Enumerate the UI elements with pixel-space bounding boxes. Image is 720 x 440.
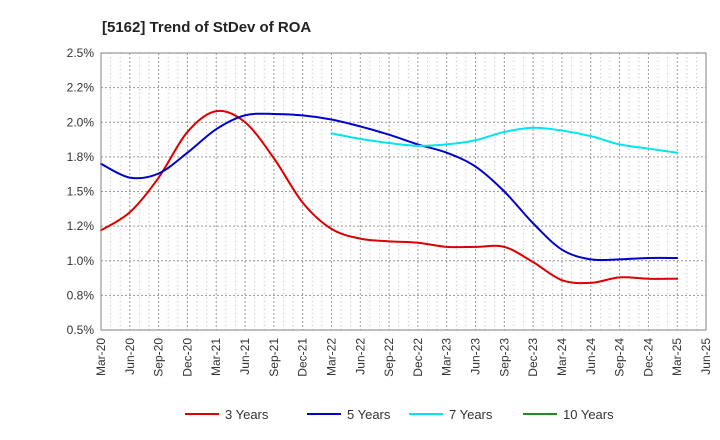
x-tick-label: Mar-25 <box>670 338 684 376</box>
x-tick-label: Dec-21 <box>296 338 310 377</box>
x-tick-label: Dec-22 <box>411 338 425 377</box>
x-tick-label: Jun-25 <box>699 338 713 375</box>
x-tick-label: Dec-23 <box>526 338 540 377</box>
x-tick-label: Jun-21 <box>238 338 252 375</box>
legend-label-10-years: 10 Years <box>563 407 614 422</box>
plot-frame <box>100 52 707 331</box>
y-tick-label: 1.2% <box>67 219 95 233</box>
x-tick-label: Sep-24 <box>613 338 627 377</box>
x-tick-label: Mar-20 <box>94 338 108 376</box>
x-tick-label: Dec-24 <box>641 338 655 377</box>
x-tick-label: Sep-21 <box>267 338 281 377</box>
x-tick-label: Mar-22 <box>324 338 338 376</box>
y-axis-ticks: 0.5% 0.8% 1.0% 1.2% 1.5% 1.8% 2.0% 2.2% 2.5% <box>67 46 95 337</box>
y-tick-label: 2.0% <box>67 115 95 129</box>
y-tick-label: 1.8% <box>67 150 95 164</box>
legend: 3 Years 5 Years 7 Years 10 Years <box>185 407 614 422</box>
series-lines <box>100 109 679 285</box>
x-tick-label: Sep-20 <box>152 338 166 377</box>
x-tick-label: Sep-22 <box>382 338 396 377</box>
y-tick-label: 0.5% <box>67 323 95 337</box>
y-tick-label: 2.5% <box>67 46 95 60</box>
x-tick-label: Mar-23 <box>440 338 454 376</box>
x-tick-label: Dec-20 <box>180 338 194 377</box>
x-tick-label: Jun-20 <box>123 338 137 375</box>
series-line-5-years <box>100 112 679 262</box>
grid <box>100 52 707 331</box>
x-tick-label: Mar-24 <box>555 338 569 376</box>
series-line-7-years <box>330 126 679 154</box>
legend-label-5-years: 5 Years <box>347 407 391 422</box>
y-tick-label: 2.2% <box>67 81 95 95</box>
y-tick-label: 1.5% <box>67 185 95 199</box>
y-tick-label: 1.0% <box>67 254 95 268</box>
x-tick-label: Jun-22 <box>353 338 367 375</box>
x-tick-label: Jun-24 <box>584 338 598 375</box>
series-line-3-years <box>100 109 679 285</box>
legend-label-7-years: 7 Years <box>449 407 493 422</box>
x-tick-label: Mar-21 <box>209 338 223 376</box>
chart-title: [5162] Trend of StDev of ROA <box>102 19 311 36</box>
x-tick-label: Sep-23 <box>497 338 511 377</box>
x-axis-ticks: Mar-20 Jun-20 Sep-20 Dec-20 Mar-21 Jun-21 Sep-… <box>94 338 713 377</box>
y-tick-label: 0.8% <box>67 288 95 302</box>
legend-label-3-years: 3 Years <box>225 407 269 422</box>
x-tick-label: Jun-23 <box>469 338 483 375</box>
